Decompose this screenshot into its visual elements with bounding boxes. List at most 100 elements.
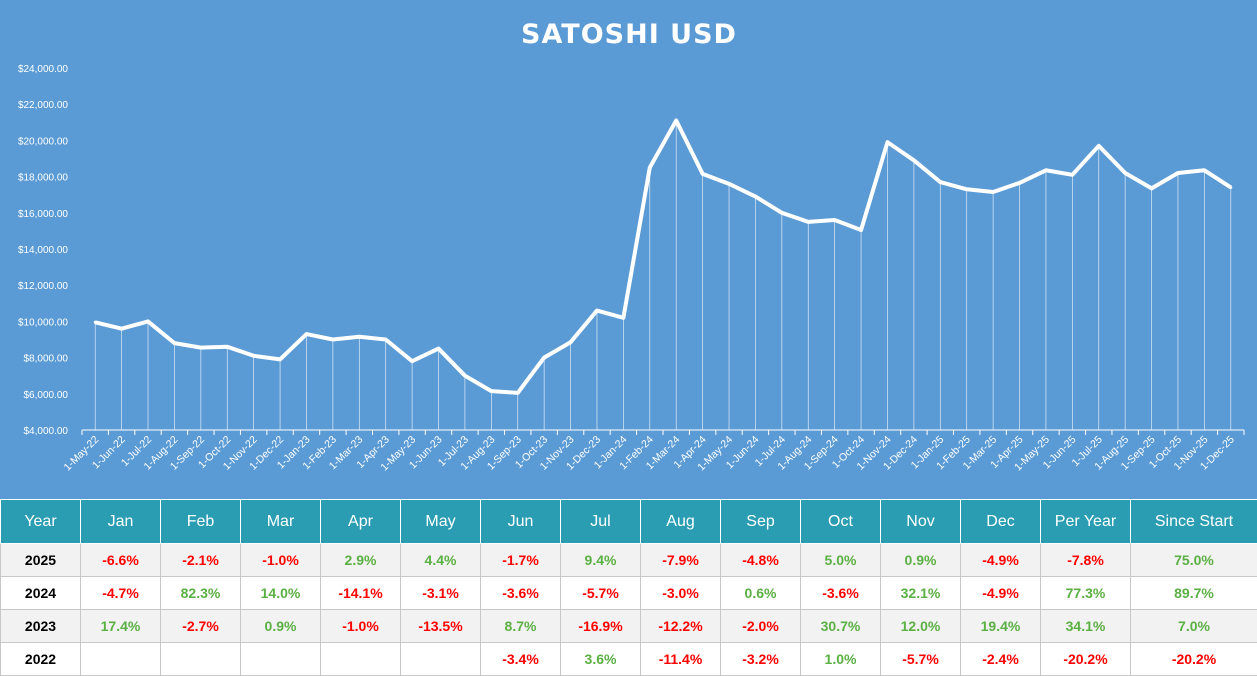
return-cell: 9.4%: [561, 544, 641, 577]
return-cell: 17.4%: [81, 610, 161, 643]
return-cell: -1.0%: [241, 544, 321, 577]
data-point: [860, 228, 863, 231]
price-line-chart: SATOSHI USD $4,000.00$6,000.00$8,000.00$…: [0, 0, 1257, 499]
data-point: [1150, 187, 1153, 190]
data-point: [1124, 171, 1127, 174]
return-cell: -6.6%: [81, 544, 161, 577]
column-header: Jul: [561, 500, 641, 544]
return-cell: 1.0%: [801, 643, 881, 676]
return-cell: -3.6%: [481, 577, 561, 610]
data-point: [886, 141, 889, 144]
return-cell: 0.9%: [241, 610, 321, 643]
table-row: 2024-4.7%82.3%14.0%-14.1%-3.1%-3.6%-5.7%…: [1, 577, 1257, 610]
column-header: Jan: [81, 500, 161, 544]
column-header: Aug: [641, 500, 721, 544]
return-cell: -5.7%: [561, 577, 641, 610]
return-cell: [81, 643, 161, 676]
return-cell: -20.2%: [1041, 643, 1131, 676]
data-point: [199, 346, 202, 349]
return-cell: 14.0%: [241, 577, 321, 610]
data-point: [833, 219, 836, 222]
column-header: Mar: [241, 500, 321, 544]
return-cell: -7.9%: [641, 544, 721, 577]
data-point: [701, 172, 704, 175]
y-tick-label: $12,000.00: [18, 281, 68, 292]
return-cell: -4.9%: [961, 544, 1041, 577]
column-header: Sep: [721, 500, 801, 544]
data-point: [912, 159, 915, 162]
return-cell: -5.7%: [881, 643, 961, 676]
y-tick-label: $10,000.00: [18, 317, 68, 328]
data-point: [675, 119, 678, 122]
data-point: [411, 360, 414, 363]
price-series-line: [95, 120, 1231, 392]
data-point: [331, 338, 334, 341]
year-cell: 2025: [1, 544, 81, 577]
data-point: [1229, 186, 1232, 189]
column-header: Apr: [321, 500, 401, 544]
return-cell: 32.1%: [881, 577, 961, 610]
data-point: [1097, 144, 1100, 147]
return-cell: -4.7%: [81, 577, 161, 610]
data-point: [1176, 171, 1179, 174]
return-cell: -1.7%: [481, 544, 561, 577]
return-cell: -12.2%: [641, 610, 721, 643]
data-point: [780, 211, 783, 214]
y-tick-label: $4,000.00: [24, 426, 69, 437]
return-cell: [241, 643, 321, 676]
return-cell: 30.7%: [801, 610, 881, 643]
column-header: Per Year: [1041, 500, 1131, 544]
column-header: Year: [1, 500, 81, 544]
data-point: [622, 316, 625, 319]
year-cell: 2024: [1, 577, 81, 610]
return-cell: -1.0%: [321, 610, 401, 643]
column-header: Oct: [801, 500, 881, 544]
return-cell: 8.7%: [481, 610, 561, 643]
data-point: [252, 354, 255, 357]
return-cell: 82.3%: [161, 577, 241, 610]
y-tick-label: $6,000.00: [24, 390, 69, 401]
return-cell: -2.7%: [161, 610, 241, 643]
return-cell: -16.9%: [561, 610, 641, 643]
return-cell: [161, 643, 241, 676]
return-cell: -7.8%: [1041, 544, 1131, 577]
return-cell: -3.2%: [721, 643, 801, 676]
data-point: [992, 190, 995, 193]
return-cell: -11.4%: [641, 643, 721, 676]
data-point: [754, 195, 757, 198]
year-cell: 2023: [1, 610, 81, 643]
table-row: 2025-6.6%-2.1%-1.0%2.9%4.4%-1.7%9.4%-7.9…: [1, 544, 1257, 577]
chart-title: SATOSHI USD: [521, 19, 737, 50]
column-header: May: [401, 500, 481, 544]
return-cell: -3.0%: [641, 577, 721, 610]
data-point: [807, 220, 810, 223]
return-cell: -3.1%: [401, 577, 481, 610]
data-point: [358, 335, 361, 338]
data-point: [1044, 169, 1047, 172]
return-cell: -2.4%: [961, 643, 1041, 676]
return-cell: -14.1%: [321, 577, 401, 610]
data-point: [463, 374, 466, 377]
data-point: [305, 333, 308, 336]
return-cell: -2.0%: [721, 610, 801, 643]
return-cell: -4.9%: [961, 577, 1041, 610]
y-tick-label: $24,000.00: [18, 64, 68, 75]
return-cell: 7.0%: [1131, 610, 1257, 643]
data-point: [939, 181, 942, 184]
data-point: [120, 327, 123, 330]
return-cell: 12.0%: [881, 610, 961, 643]
y-tick-label: $14,000.00: [18, 245, 68, 256]
data-point: [1018, 181, 1021, 184]
data-point: [1203, 169, 1206, 172]
return-cell: -20.2%: [1131, 643, 1257, 676]
data-point: [437, 347, 440, 350]
return-cell: [321, 643, 401, 676]
column-header: Feb: [161, 500, 241, 544]
data-point: [173, 342, 176, 345]
table-row: 2022-3.4%3.6%-11.4%-3.2%1.0%-5.7%-2.4%-2…: [1, 643, 1257, 676]
column-header: Since Start: [1131, 500, 1257, 544]
data-point: [279, 358, 282, 361]
data-point: [94, 321, 97, 324]
